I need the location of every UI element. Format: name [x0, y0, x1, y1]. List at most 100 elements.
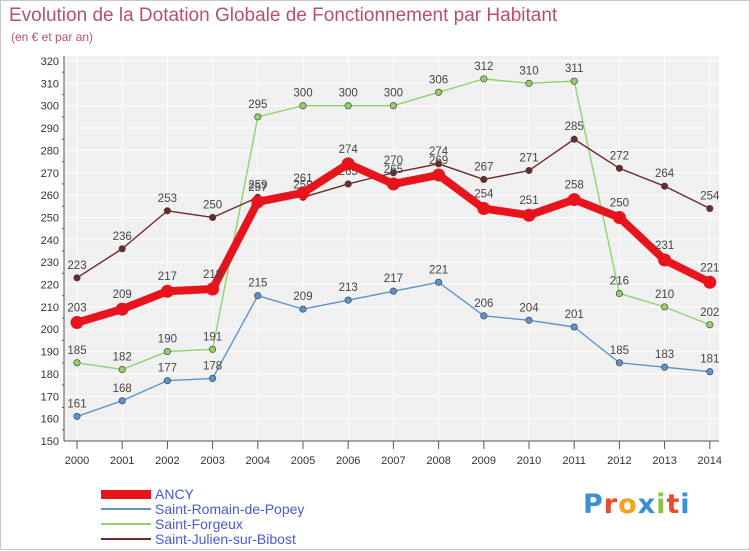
data-point-ancy — [206, 282, 220, 296]
data-label-saint-romain-de-popey: 178 — [203, 360, 222, 372]
x-tick-label: 2013 — [652, 455, 676, 467]
data-point-ancy — [251, 195, 265, 209]
data-label-saint-julien-sur-bibost: 253 — [158, 193, 177, 205]
data-label-saint-romain-de-popey: 185 — [610, 345, 629, 357]
data-point-saint-julien-sur-bibost — [73, 274, 81, 282]
x-tick-label: 2001 — [110, 455, 134, 467]
data-label-saint-julien-sur-bibost: 270 — [384, 155, 403, 167]
data-label-saint-julien-sur-bibost: 267 — [474, 161, 493, 173]
x-tick-label: 2012 — [607, 455, 631, 467]
y-tick-label: 200 — [41, 324, 59, 336]
x-tick-label: 2002 — [155, 455, 179, 467]
data-point-saint-forgeux — [118, 365, 126, 374]
data-label-saint-romain-de-popey: 168 — [113, 383, 132, 395]
legend-swatch-saint-forgeux — [101, 523, 151, 525]
logo-letter: x — [637, 489, 657, 520]
y-tick-label: 230 — [41, 257, 59, 269]
legend-label-ancy: ANCY — [155, 486, 194, 502]
y-tick-label: 240 — [41, 235, 59, 247]
logo-letter: t — [666, 489, 681, 520]
legend-item-saint-julien-sur-bibost: Saint-Julien-sur-Bibost — [101, 531, 421, 547]
data-point-ancy — [386, 177, 400, 191]
data-label-saint-romain-de-popey: 209 — [293, 291, 312, 303]
data-point-ancy — [160, 284, 174, 298]
data-label-saint-julien-sur-bibost: 236 — [113, 231, 132, 243]
data-point-saint-romain-de-popey — [570, 323, 578, 331]
data-label-ancy: 251 — [519, 195, 538, 207]
x-tick-label: 2009 — [472, 455, 496, 467]
data-label-saint-forgeux: 216 — [610, 275, 629, 287]
y-tick-label: 220 — [41, 280, 59, 292]
data-label-ancy: 258 — [565, 180, 584, 192]
data-point-saint-romain-de-popey — [615, 359, 623, 367]
data-point-saint-julien-sur-bibost — [706, 204, 714, 213]
data-label-saint-julien-sur-bibost: 271 — [519, 153, 538, 165]
data-label-saint-forgeux: 300 — [384, 88, 403, 100]
data-label-ancy: 217 — [158, 271, 177, 283]
legend-item-saint-romain-de-popey: Saint-Romain-de-Popey — [101, 501, 421, 517]
data-point-saint-romain-de-popey — [254, 292, 262, 300]
logo-letter: i — [680, 489, 691, 520]
y-tick-label: 290 — [41, 123, 59, 135]
data-label-saint-romain-de-popey: 204 — [519, 302, 539, 314]
data-label-saint-forgeux: 210 — [655, 289, 674, 301]
data-point-saint-romain-de-popey — [73, 412, 81, 420]
legend-item-saint-forgeux: Saint-Forgeux — [101, 516, 421, 532]
data-point-saint-julien-sur-bibost — [344, 180, 352, 188]
data-label-saint-romain-de-popey: 181 — [700, 354, 719, 366]
data-label-ancy: 250 — [610, 197, 629, 209]
data-label-saint-forgeux: 182 — [113, 351, 132, 363]
proxiti-logo: Proxiti — [583, 489, 691, 520]
data-label-ancy: 203 — [67, 303, 86, 315]
data-label-saint-julien-sur-bibost: 272 — [610, 150, 629, 162]
legend-swatch-saint-romain-de-popey — [101, 508, 151, 510]
logo-letter: i — [656, 489, 667, 520]
data-point-saint-forgeux — [209, 345, 217, 353]
x-tick-label: 2014 — [698, 455, 722, 467]
data-label-saint-forgeux: 306 — [429, 74, 448, 86]
data-label-saint-romain-de-popey: 183 — [655, 349, 674, 361]
data-point-saint-forgeux — [615, 289, 623, 298]
data-point-saint-forgeux — [570, 77, 578, 85]
data-point-ancy — [658, 253, 672, 267]
legend-label-saint-forgeux: Saint-Forgeux — [155, 516, 243, 532]
x-tick-label: 2000 — [65, 455, 89, 467]
legend-item-ancy: ANCY — [101, 486, 421, 502]
data-label-saint-forgeux: 310 — [519, 65, 538, 77]
logo-letter: o — [618, 489, 638, 520]
data-point-saint-romain-de-popey — [209, 374, 217, 382]
data-point-saint-forgeux — [163, 348, 171, 356]
data-point-saint-romain-de-popey — [706, 368, 714, 376]
data-label-saint-forgeux: 190 — [158, 334, 177, 346]
data-label-ancy: 231 — [655, 240, 674, 252]
legend-label-saint-romain-de-popey: Saint-Romain-de-Popey — [155, 501, 305, 517]
data-label-ancy: 257 — [248, 182, 267, 194]
data-label-saint-forgeux: 300 — [293, 88, 312, 100]
y-tick-label: 150 — [41, 436, 59, 448]
y-tick-label: 160 — [41, 414, 59, 426]
data-label-saint-julien-sur-bibost: 254 — [700, 191, 720, 203]
data-label-saint-forgeux: 191 — [203, 331, 222, 343]
data-label-saint-forgeux: 295 — [248, 99, 267, 111]
data-label-saint-romain-de-popey: 206 — [474, 298, 493, 310]
data-label-saint-julien-sur-bibost: 223 — [67, 260, 86, 272]
data-point-saint-julien-sur-bibost — [209, 213, 217, 222]
legend-label-saint-julien-sur-bibost: Saint-Julien-sur-Bibost — [155, 531, 296, 547]
data-point-saint-julien-sur-bibost — [435, 160, 443, 168]
data-point-saint-romain-de-popey — [389, 287, 397, 295]
data-point-saint-romain-de-popey — [480, 312, 488, 320]
y-tick-label: 210 — [41, 302, 59, 314]
data-point-saint-romain-de-popey — [163, 377, 171, 385]
data-point-saint-julien-sur-bibost — [661, 182, 669, 190]
x-tick-label: 2011 — [562, 455, 586, 467]
legend: ANCY Saint-Romain-de-Popey Saint-Forgeux… — [101, 486, 421, 547]
data-point-saint-julien-sur-bibost — [118, 245, 126, 253]
data-point-ancy — [477, 202, 491, 216]
x-tick-label: 2007 — [381, 455, 405, 467]
data-label-saint-romain-de-popey: 213 — [339, 282, 358, 294]
data-label-saint-forgeux: 311 — [565, 63, 583, 75]
data-label-ancy: 265 — [384, 164, 403, 176]
x-tick-label: 2008 — [426, 455, 450, 467]
